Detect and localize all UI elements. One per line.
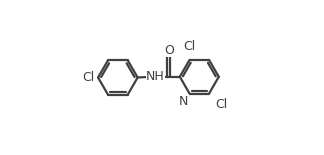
Text: NH: NH (146, 70, 165, 83)
Text: Cl: Cl (215, 98, 228, 111)
Text: N: N (179, 95, 188, 108)
Text: Cl: Cl (82, 71, 94, 84)
Text: O: O (164, 44, 174, 57)
Text: Cl: Cl (183, 40, 196, 53)
